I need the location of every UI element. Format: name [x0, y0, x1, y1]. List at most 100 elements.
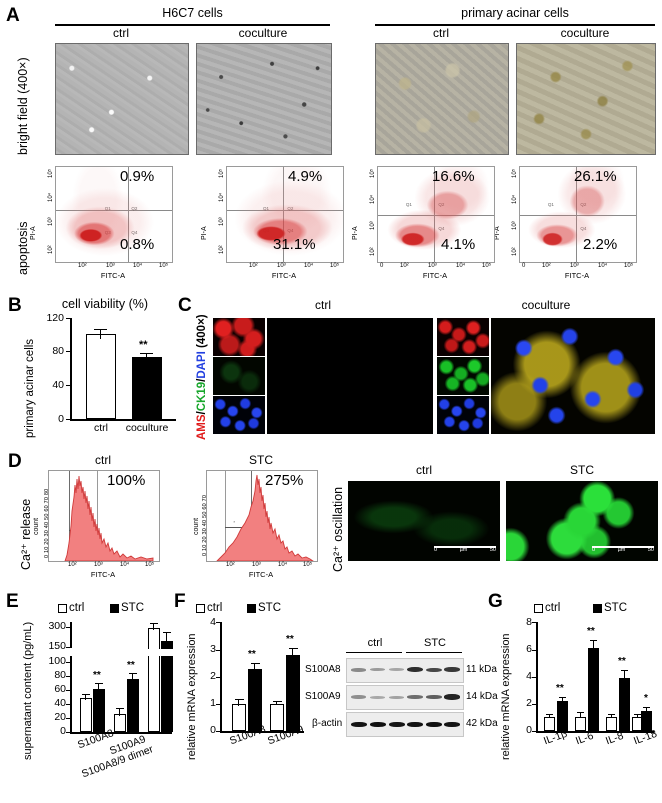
panel-c-coculture-channel-ams — [437, 318, 489, 356]
chart-f-errcap-s100a9-ctrl — [273, 701, 282, 703]
chart-e-tick-100 — [66, 662, 70, 664]
chart-f-err-s100a9-ctrl — [276, 701, 278, 705]
chart-f[interactable]: 0 1 2 3 4 ** ** S100A8 S100A9 — [210, 617, 305, 752]
chart-e-bar-s100a9-ctrl[interactable] — [114, 714, 126, 732]
blot-band — [426, 667, 442, 673]
flow-xtick-d0: 0 — [522, 263, 526, 269]
chart-b-bar-coculture[interactable] — [132, 357, 162, 419]
group-title-h6c7: H6C7 cells — [162, 6, 223, 20]
chart-e-ylabel-300: 300 — [48, 620, 66, 632]
panel-d-xtick-a2: 10³ — [94, 562, 103, 568]
ct3: 30 — [44, 529, 50, 537]
blot-band — [389, 721, 405, 727]
chart-g-yaxis — [536, 622, 538, 732]
cs5: 50 — [202, 511, 208, 518]
legend-label-stc-f: STC — [258, 602, 281, 614]
chart-g-err-il18-stc — [646, 707, 648, 712]
micrograph-h6c7-coculture-brightfield — [196, 43, 332, 155]
panel-c-ytitle-ams: AMS — [196, 414, 208, 440]
flow-plot-h6c7-coculture[interactable]: Q1 Q2 Q3 Q4 — [226, 166, 344, 263]
chart-e-bar-s100a8-stc[interactable] — [93, 689, 105, 732]
panel-c-ytitle-dapi: DAPI — [196, 351, 208, 379]
panel-d-value-stc: 275% — [265, 472, 304, 489]
ct6: 60 — [44, 505, 50, 512]
chart-f-bar-s100a8-ctrl[interactable] — [232, 704, 246, 731]
flow-ytick-3: 10³ — [48, 217, 54, 226]
flow-scatter-cloud — [227, 167, 343, 262]
blot-band — [370, 668, 385, 672]
chart-e[interactable]: 0 20 40 60 80 100 150 300 ** ** S100A8 — [48, 621, 178, 780]
flow-xtick-b1: 10² — [249, 263, 258, 269]
chart-g-tick-6 — [532, 650, 536, 652]
cs2: 20 — [202, 536, 208, 543]
chart-b[interactable]: 0 40 80 120 ** ctrl coculture — [46, 313, 176, 440]
chart-g-tick-0 — [532, 731, 536, 733]
legend-e-ctrl: ctrl — [58, 602, 84, 614]
chart-e-bar-s100a9-stc[interactable] — [127, 679, 139, 732]
chart-g-bar-il8-stc[interactable] — [619, 678, 630, 731]
panel-c-coculture-merge — [491, 318, 655, 434]
chart-b-yaxis — [70, 318, 72, 420]
chart-g-errcap-il6-stc — [590, 640, 597, 642]
flow-ytick-2b: 10⁴ — [219, 192, 225, 202]
chart-g-bar-il6-ctrl[interactable] — [575, 717, 586, 731]
chart-f-xaxis — [220, 731, 304, 733]
flow-plot-acinar-ctrl[interactable]: Q1 Q2 Q4 — [377, 166, 495, 263]
pct-acinar-ctrl-ur: 16.6% — [432, 168, 475, 185]
panel-d-column-stc: STC — [249, 453, 273, 467]
flow-ytick-4d: 10² — [512, 247, 518, 256]
flow-xtick-b3: 10⁴ — [304, 263, 314, 269]
flow-plot-h6c7-ctrl[interactable]: Q1 Q2 Q3 Q4 — [55, 166, 173, 263]
blot-band — [370, 695, 385, 699]
chart-g-bar-il1b-stc[interactable] — [557, 701, 568, 731]
flow-ytick-1b: 10⁵ — [219, 168, 225, 178]
ct4: 40 — [44, 521, 50, 529]
flow-plot-acinar-coculture[interactable]: Q1 Q2 Q4 — [519, 166, 637, 263]
chart-g-errcap-il8-ctrl — [608, 714, 615, 716]
blot-band — [426, 695, 442, 699]
group-title-acinar: primary acinar cells — [461, 6, 569, 20]
panel-c-ytitle-sep2: / — [196, 378, 208, 382]
chart-f-bar-s100a9-stc[interactable] — [286, 655, 300, 731]
chart-g-errcap-il8-stc — [621, 670, 628, 672]
chart-g-bar-il1b-ctrl[interactable] — [544, 717, 555, 731]
panel-c-ytitle-mag: (400×) — [196, 314, 208, 352]
blot-band — [444, 667, 460, 672]
flow-y-axis-label-3: PI-A — [352, 226, 359, 240]
chart-b-bar-ctrl[interactable] — [86, 334, 116, 419]
chart-g-xaxis — [536, 731, 654, 733]
blot-row-s100a9 — [346, 685, 464, 710]
blot-rule-ctrl — [346, 652, 402, 654]
blot-kda-bactin: 42 kDa — [466, 718, 498, 729]
blot-band — [444, 721, 460, 727]
flow-ytick-1: 10⁵ — [48, 168, 54, 178]
panel-c-column-ctrl: ctrl — [315, 298, 331, 312]
histogram-stc[interactable]: * — [206, 470, 318, 562]
chart-e-errcap-s100a8-ctrl — [82, 694, 90, 696]
histogram-ctrl[interactable]: * — [48, 470, 160, 562]
chart-f-bar-s100a8-stc[interactable] — [248, 669, 262, 731]
legend-swatch-ctrl-icon-f — [196, 603, 205, 613]
pct-acinar-coculture-ur: 26.1% — [574, 168, 617, 185]
chart-g-errcap-il1b-ctrl — [546, 714, 553, 716]
chart-g-errcap-il18-ctrl — [634, 714, 641, 716]
chart-f-err-s100a9-stc — [292, 648, 294, 657]
chart-e-bar-dimer-ctrl[interactable] — [148, 628, 160, 732]
chart-g[interactable]: 0 2 4 6 8 ** ** ** — [526, 617, 658, 752]
chart-e-bar-s100a8-ctrl[interactable] — [80, 698, 92, 732]
panel-d-xaxis-title-2: FITC-A — [248, 570, 274, 579]
chart-e-err-dimer-stc — [166, 632, 168, 643]
chart-g-bar-il8-ctrl[interactable] — [606, 717, 617, 731]
row-label-brightfield: bright field (400×) — [16, 57, 30, 155]
scale-bar-right: 50 — [489, 547, 496, 553]
gate-line-right — [97, 471, 99, 561]
flow-xtick-d4: 10⁵ — [624, 263, 634, 269]
flow-y-axis-label-1: PI-A — [30, 226, 37, 240]
chart-f-sig-s100a8: ** — [248, 649, 256, 660]
panel-c-column-coculture: coculture — [521, 298, 571, 312]
chart-f-bar-s100a9-ctrl[interactable] — [270, 704, 284, 731]
chart-g-bar-il6-stc[interactable] — [588, 648, 599, 731]
chart-f-yaxis — [220, 622, 222, 732]
blot-row-s100a8 — [346, 658, 464, 683]
chart-f-err-s100a8-stc — [254, 663, 256, 671]
